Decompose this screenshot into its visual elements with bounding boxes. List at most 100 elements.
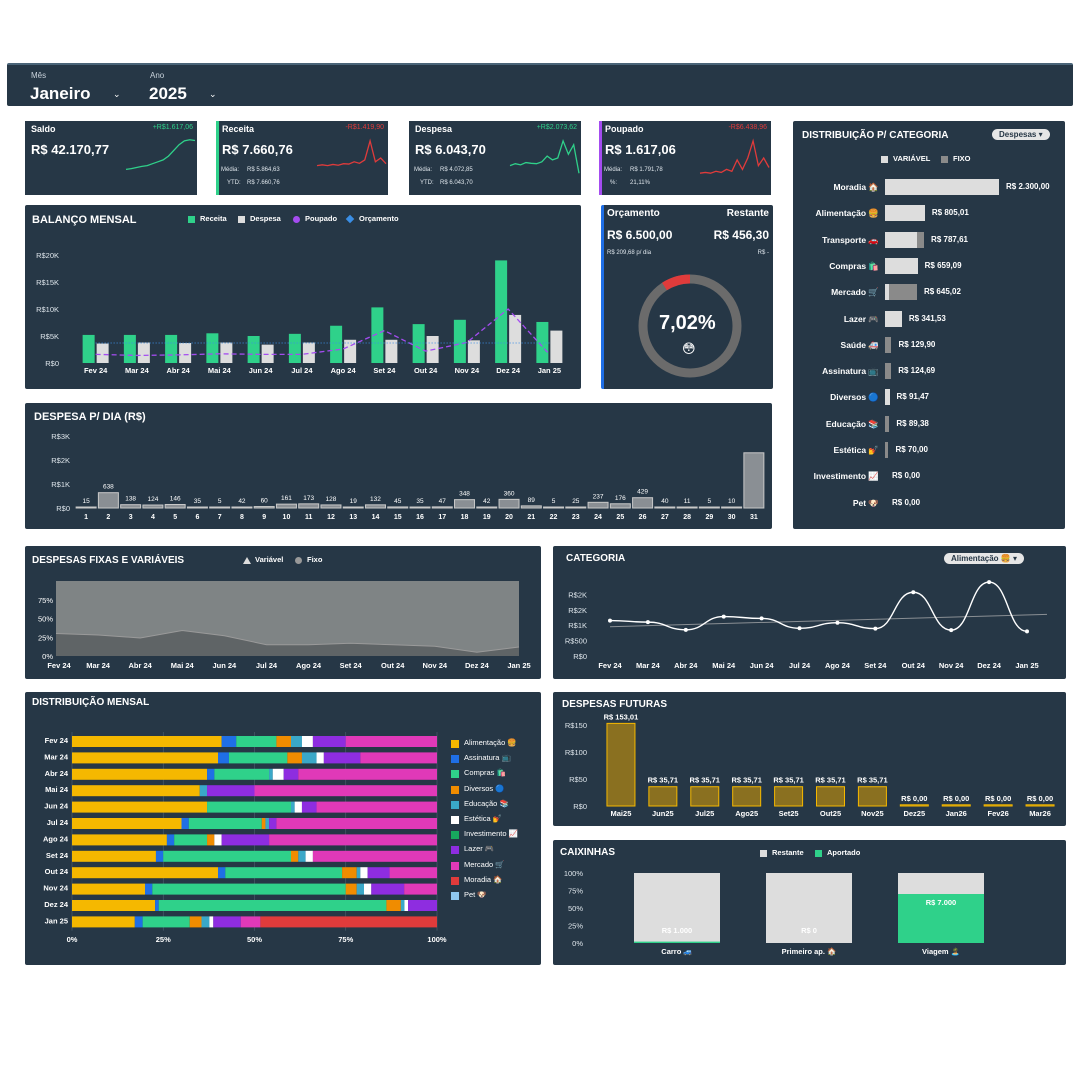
segment-bar bbox=[254, 785, 437, 797]
segment-bar bbox=[404, 883, 437, 895]
day-tick-label: 25 bbox=[616, 514, 624, 521]
day-value-label: 348 bbox=[459, 491, 470, 498]
segment-bar bbox=[291, 736, 302, 747]
future-value-label: R$ 0,00 bbox=[901, 794, 927, 803]
categoria-dropdown[interactable]: Alimentação 🍔 ▾ bbox=[944, 553, 1025, 564]
segment-bar bbox=[72, 916, 135, 928]
kpi-sub2-label: YTD: bbox=[227, 180, 241, 186]
receita-bar bbox=[495, 260, 508, 363]
day-value-label: 360 bbox=[504, 490, 515, 497]
day-value-label: 15 bbox=[83, 498, 91, 505]
x-tick-label: Jun25 bbox=[652, 809, 674, 818]
year-chevron-icon[interactable]: ⌄ bbox=[209, 89, 217, 99]
caixinhas-title: CAIXINHAS bbox=[560, 847, 616, 858]
category-value: R$ 787,61 bbox=[931, 234, 968, 244]
day-tick-label: 14 bbox=[372, 514, 380, 521]
fixo-bar bbox=[889, 284, 917, 301]
day-tick-label: 24 bbox=[594, 514, 602, 521]
day-bar bbox=[75, 506, 97, 509]
legend-label: Compras 🛍️ bbox=[464, 768, 506, 778]
category-label: Lazer 🎮 bbox=[843, 313, 879, 324]
x-tick-label: Jan 25 bbox=[538, 366, 561, 375]
month-chevron-icon[interactable]: ⌄ bbox=[113, 89, 121, 99]
aportado-bar bbox=[634, 941, 720, 943]
legend-label: Educação 📚 bbox=[464, 798, 509, 808]
x-tick-label: Jul25 bbox=[695, 809, 714, 818]
legend-label: Alimentação 🍔 bbox=[464, 738, 517, 747]
segment-bar bbox=[323, 752, 361, 764]
x-tick-label: Ago 24 bbox=[825, 661, 851, 670]
x-tick-label: Out25 bbox=[820, 809, 841, 818]
category-value: R$ 2.300,00 bbox=[1006, 182, 1050, 191]
despesa-bar bbox=[96, 343, 109, 363]
y-tick-label: Set 24 bbox=[46, 851, 69, 860]
kpi-sparkline bbox=[125, 139, 196, 171]
segment-bar bbox=[316, 752, 324, 764]
day-value-label: 42 bbox=[483, 498, 491, 505]
legend-label: VARIÁVEL bbox=[893, 154, 931, 163]
kpi-value: R$ 1.617,06 bbox=[605, 142, 676, 157]
y-tick-label: Fev 24 bbox=[45, 736, 69, 745]
receita-bar bbox=[412, 324, 425, 363]
segment-bar bbox=[260, 916, 437, 928]
y-tick-label: R$10K bbox=[36, 305, 59, 314]
segment-bar bbox=[408, 900, 437, 911]
day-tick-label: 17 bbox=[438, 514, 446, 521]
balanco-chart: R$0 R$5K R$10K R$15K R$20K Fev 24 Mar 24 Abr 24… bbox=[36, 251, 563, 375]
day-bar bbox=[231, 506, 253, 509]
legend-swatch bbox=[451, 831, 459, 840]
dropdown-caret-icon: ▾ bbox=[1038, 130, 1043, 139]
legend-label: Assinatura 📺 bbox=[464, 753, 511, 763]
legend-label: Poupado bbox=[305, 214, 338, 223]
segment-bar bbox=[218, 867, 226, 879]
kpi-sparkline bbox=[699, 138, 770, 174]
segment-bar bbox=[72, 900, 156, 911]
future-bar bbox=[774, 786, 804, 807]
categoria-point bbox=[683, 627, 688, 632]
type-dropdown[interactable]: Despesas ▾ bbox=[992, 129, 1050, 140]
despesa-bar bbox=[220, 342, 233, 363]
day-value-label: 638 bbox=[103, 484, 114, 491]
month-select[interactable]: Janeiro bbox=[30, 84, 91, 103]
y-tick-label: Jan 25 bbox=[45, 916, 68, 925]
day-bar bbox=[186, 506, 208, 509]
day-value-label: 10 bbox=[728, 498, 736, 505]
legend-swatch bbox=[881, 156, 888, 163]
fixas-variaveis-title: DESPESAS FIXAS E VARIÁVEIS bbox=[32, 555, 185, 566]
variavel-bar bbox=[885, 231, 917, 248]
x-tick-label: Mai25 bbox=[611, 809, 632, 818]
kpi-card: Despesa +R$2.073,62 R$ 6.043,70 Média: R$ 4.… bbox=[409, 121, 581, 195]
orcamento-value: R$ 6.500,00 bbox=[607, 228, 673, 242]
segment-bar bbox=[201, 916, 210, 928]
future-bar bbox=[857, 786, 887, 807]
fixo-line bbox=[55, 629, 520, 653]
kpi-title: Despesa bbox=[415, 124, 453, 134]
caixinha-value: R$ 7.000 bbox=[926, 898, 956, 907]
y-tick-label: R$2K bbox=[568, 590, 587, 599]
categoria-line bbox=[609, 581, 1028, 633]
y-tick-label: R$3K bbox=[51, 432, 70, 441]
y-tick-label: R$2K bbox=[568, 606, 587, 615]
segment-bar bbox=[345, 883, 357, 895]
year-select[interactable]: 2025 bbox=[149, 84, 187, 103]
day-bar bbox=[520, 505, 542, 509]
legend-swatch bbox=[451, 755, 459, 764]
segment-bar bbox=[207, 768, 215, 780]
day-value-label: 132 bbox=[370, 496, 381, 503]
variavel-bar bbox=[885, 310, 902, 327]
x-tick-label: Carro 🚙 bbox=[661, 947, 692, 956]
despesa-bar bbox=[467, 340, 480, 363]
categoria-point bbox=[873, 626, 878, 631]
y-tick-label: R$20K bbox=[36, 251, 59, 260]
distrib-mensal-panel: DISTRIBUIÇÃO MENSAL 0% 25% 50% 75% 100% Fev 2… bbox=[25, 692, 541, 965]
caixinha-value: R$ 1.000 bbox=[662, 926, 692, 935]
day-tick-label: 20 bbox=[505, 514, 513, 521]
dropdown-caret-icon: ▾ bbox=[1013, 554, 1018, 563]
segment-bar bbox=[389, 867, 437, 879]
receita-bar bbox=[165, 334, 178, 363]
category-label: Saúde 🚑 bbox=[840, 339, 879, 350]
x-tick-label: Viagem 🏝️ bbox=[922, 947, 960, 956]
x-tick-label: Mar 24 bbox=[636, 661, 661, 670]
segment-bar bbox=[316, 801, 437, 813]
x-tick-label: Out 24 bbox=[902, 661, 926, 670]
